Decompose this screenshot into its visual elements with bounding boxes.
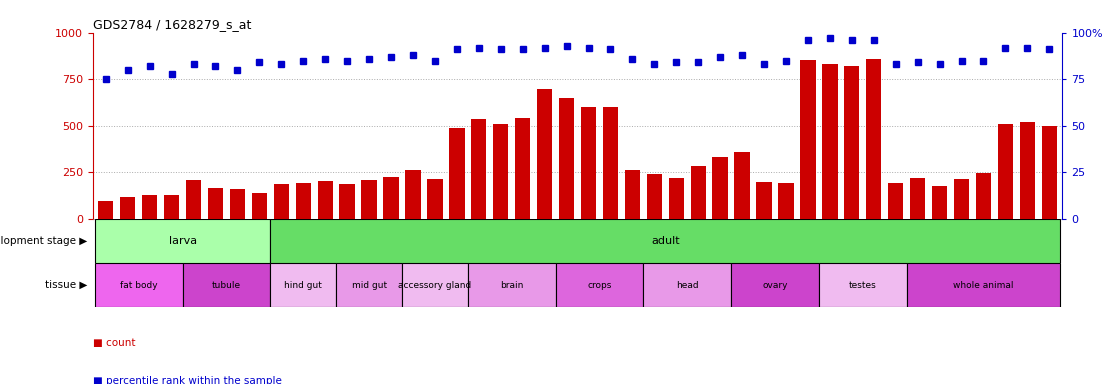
Bar xyxy=(296,182,311,219)
Bar xyxy=(580,107,596,219)
Bar xyxy=(559,98,575,219)
Bar xyxy=(339,184,355,219)
Bar xyxy=(691,166,706,219)
Text: GDS2784 / 1628279_s_at: GDS2784 / 1628279_s_at xyxy=(93,18,251,31)
Bar xyxy=(668,178,684,219)
Bar xyxy=(449,127,464,219)
Bar xyxy=(318,181,333,219)
Bar xyxy=(208,188,223,219)
Bar xyxy=(819,263,906,307)
Bar xyxy=(493,124,509,219)
Bar xyxy=(734,152,750,219)
Text: head: head xyxy=(676,281,699,290)
Bar xyxy=(556,263,643,307)
Bar xyxy=(384,177,398,219)
Text: testes: testes xyxy=(849,281,877,290)
Bar xyxy=(468,263,556,307)
Bar xyxy=(888,184,903,219)
Bar xyxy=(1041,126,1057,219)
Bar xyxy=(270,263,336,307)
Text: hind gut: hind gut xyxy=(285,281,323,290)
Text: adult: adult xyxy=(651,236,680,246)
Bar xyxy=(800,60,816,219)
Text: development stage ▶: development stage ▶ xyxy=(0,236,87,246)
Bar xyxy=(1020,122,1035,219)
Bar xyxy=(932,186,947,219)
Text: brain: brain xyxy=(500,281,523,290)
Bar xyxy=(273,184,289,219)
Bar xyxy=(643,263,731,307)
Bar xyxy=(270,219,1060,263)
Bar xyxy=(778,184,793,219)
Text: whole animal: whole animal xyxy=(953,281,1013,290)
Bar xyxy=(625,169,641,219)
Bar xyxy=(98,201,114,219)
Bar xyxy=(186,180,201,219)
Bar xyxy=(252,193,267,219)
Bar xyxy=(471,119,487,219)
Text: larva: larva xyxy=(169,236,196,246)
Bar xyxy=(362,180,377,219)
Bar xyxy=(712,157,728,219)
Bar xyxy=(95,263,183,307)
Bar xyxy=(142,195,157,219)
Bar xyxy=(405,170,421,219)
Bar xyxy=(998,124,1013,219)
Bar xyxy=(164,195,180,219)
Text: ovary: ovary xyxy=(762,281,788,290)
Bar xyxy=(954,179,969,219)
Text: fat body: fat body xyxy=(119,281,157,290)
Bar xyxy=(975,173,991,219)
Bar xyxy=(402,263,468,307)
Bar xyxy=(121,197,135,219)
Text: ■ count: ■ count xyxy=(93,338,135,348)
Bar xyxy=(910,178,925,219)
Bar xyxy=(427,179,443,219)
Bar xyxy=(183,263,270,307)
Bar xyxy=(906,263,1060,307)
Bar xyxy=(95,219,270,263)
Text: mid gut: mid gut xyxy=(352,281,386,290)
Text: tissue ▶: tissue ▶ xyxy=(45,280,87,290)
Text: ■ percentile rank within the sample: ■ percentile rank within the sample xyxy=(93,376,281,384)
Bar xyxy=(646,174,662,219)
Bar xyxy=(731,263,819,307)
Bar xyxy=(537,88,552,219)
Bar xyxy=(514,118,530,219)
Text: accessory gland: accessory gland xyxy=(398,281,472,290)
Bar xyxy=(336,263,402,307)
Bar xyxy=(603,107,618,219)
Bar xyxy=(866,59,882,219)
Text: crops: crops xyxy=(587,281,612,290)
Bar xyxy=(844,66,859,219)
Bar xyxy=(822,64,837,219)
Text: tubule: tubule xyxy=(212,281,241,290)
Bar xyxy=(757,182,771,219)
Bar xyxy=(230,189,246,219)
